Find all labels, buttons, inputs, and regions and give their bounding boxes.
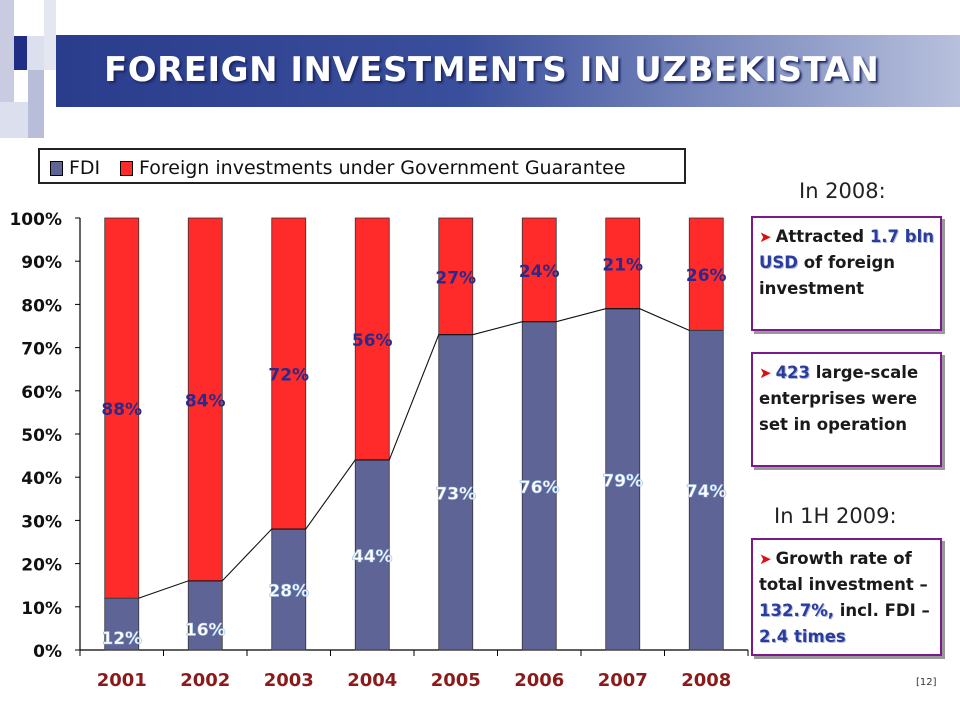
callout1-text-a: Attracted [775, 227, 870, 246]
bar-guarantee [354, 217, 390, 461]
data-label-guarantee: 24% [519, 262, 560, 282]
legend-item-fdi: FDI [50, 157, 100, 179]
x-tick-label: 2007 [598, 670, 648, 691]
x-tick-label: 2003 [264, 670, 314, 691]
heading-2008: In 2008: [799, 179, 886, 203]
callout3-text-a: Growth rate of total investment – [759, 549, 928, 594]
x-tick-label: 2006 [514, 670, 564, 691]
fdi-trend-line [138, 308, 690, 599]
arrow-icon: ➤ [759, 228, 772, 246]
arrow-icon: ➤ [759, 364, 772, 382]
y-tick-label: 0% [33, 642, 62, 662]
decor-square [0, 0, 14, 102]
y-tick-label: 60% [21, 383, 62, 403]
decor-square [28, 70, 44, 138]
x-tick-label: 2005 [431, 670, 481, 691]
callout-attracted-investment: ➤ Attracted 1.7 bln USD of foreign invest… [751, 216, 942, 331]
page-number: [12] [916, 677, 937, 688]
decor-square [14, 36, 27, 70]
x-tick-label: 2004 [347, 670, 397, 691]
bar-fdi [271, 528, 307, 651]
heading-1h-2009: In 1H 2009: [774, 504, 897, 528]
y-tick-label: 50% [21, 426, 62, 446]
decor-square [0, 102, 28, 138]
callout2-highlight: 423 [775, 363, 811, 382]
callout1-text-c: of foreign investment [759, 253, 896, 298]
data-label-guarantee: 56% [352, 331, 393, 351]
data-label-fdi: 76% [519, 478, 560, 498]
y-tick-label: 80% [21, 296, 62, 316]
bar-guarantee [104, 217, 140, 599]
data-label-guarantee: 84% [185, 391, 226, 411]
decor-square [27, 36, 44, 70]
data-label-guarantee: 88% [101, 400, 142, 420]
decor-square [44, 0, 56, 70]
data-label-fdi: 44% [352, 547, 393, 567]
bar-guarantee [688, 217, 724, 331]
title-bar [56, 35, 960, 107]
arrow-icon: ➤ [759, 550, 772, 568]
data-label-guarantee: 21% [602, 255, 643, 275]
y-tick-label: 20% [21, 556, 62, 576]
y-tick-label: 30% [21, 512, 62, 532]
y-tick-label: 40% [21, 469, 62, 489]
y-tick-label: 90% [21, 253, 62, 273]
page-title: FOREIGN INVESTMENTS IN UZBEKISTAN [104, 50, 880, 90]
legend-label-guarantee: Foreign investments under Government Gua… [139, 157, 626, 179]
data-label-guarantee: 72% [268, 366, 309, 386]
legend-swatch-guarantee [120, 160, 133, 176]
callout1-highlight: 1.7 bln USD [759, 227, 934, 272]
x-tick-label: 2008 [681, 670, 731, 691]
bar-guarantee [605, 217, 641, 310]
chart-legend: FDI Foreign investments under Government… [38, 148, 686, 184]
data-label-fdi: 74% [686, 482, 727, 502]
callout-enterprises: ➤ 423 large-scale enterprises were set in… [751, 352, 942, 467]
data-label-fdi: 79% [602, 471, 643, 491]
bar-guarantee [187, 217, 223, 582]
bar-fdi [605, 308, 641, 651]
y-tick-label: 70% [21, 340, 62, 360]
bar-fdi [187, 580, 223, 651]
callout-growth-rate: ➤ Growth rate of total investment – 132.7… [751, 538, 942, 656]
bar-fdi [438, 334, 474, 651]
legend-item-guarantee: Foreign investments under Government Gua… [120, 157, 626, 179]
bar-guarantee [271, 217, 307, 530]
decor-square [14, 0, 44, 36]
callout3-text-c: incl. FDI – [834, 601, 930, 620]
legend-label-fdi: FDI [69, 157, 101, 179]
bar-fdi [688, 329, 724, 651]
data-label-fdi: 73% [435, 484, 476, 504]
data-label-guarantee: 27% [435, 268, 476, 288]
legend-swatch-fdi [50, 160, 63, 176]
y-tick-label: 100% [9, 210, 62, 230]
stacked-bar-chart: 0% 10% 20% 30% 40% 50% 60% 70% 80% 90% 100% 2001 200… [9, 210, 749, 691]
callout2-text: large-scale enterprises were set in oper… [759, 363, 919, 434]
callout3-highlight-times: 2.4 times [759, 627, 846, 646]
bar-fdi [521, 321, 557, 651]
data-label-fdi: 16% [185, 620, 226, 640]
callout3-highlight-rate: 132.7%, [759, 601, 834, 620]
bar-fdi [354, 459, 390, 651]
data-label-fdi: 12% [101, 629, 142, 649]
x-tick-label: 2001 [97, 670, 147, 691]
x-tick-label: 2002 [180, 670, 230, 691]
data-label-guarantee: 26% [686, 266, 727, 286]
data-label-fdi: 28% [268, 582, 309, 602]
y-tick-label: 10% [21, 599, 62, 619]
